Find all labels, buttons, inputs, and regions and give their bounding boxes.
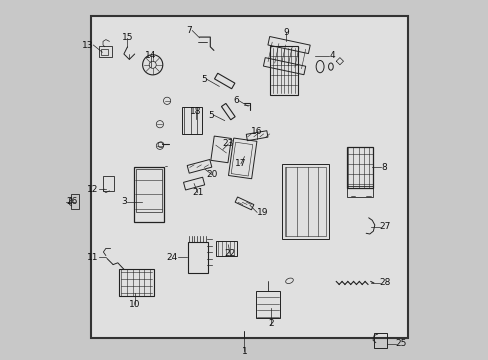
Bar xyxy=(373,333,386,348)
Bar xyxy=(119,269,153,296)
Bar xyxy=(136,169,162,212)
Text: 12: 12 xyxy=(87,184,99,194)
Text: 14: 14 xyxy=(145,51,156,60)
Bar xyxy=(263,58,305,75)
Text: 8: 8 xyxy=(381,163,386,172)
Text: 21: 21 xyxy=(192,188,203,197)
Bar xyxy=(285,167,325,236)
Bar xyxy=(347,186,373,197)
Bar xyxy=(235,197,253,210)
Bar xyxy=(256,291,279,318)
Text: 27: 27 xyxy=(379,222,390,231)
Bar xyxy=(183,177,204,190)
Bar xyxy=(70,194,79,209)
Text: 19: 19 xyxy=(257,208,268,217)
Text: 4: 4 xyxy=(328,51,334,60)
Text: 23: 23 xyxy=(222,139,234,148)
Text: 24: 24 xyxy=(166,253,178,262)
Bar xyxy=(134,166,164,222)
Bar xyxy=(246,131,267,141)
Bar xyxy=(269,46,298,94)
Bar xyxy=(228,138,256,179)
Bar xyxy=(91,16,407,338)
Bar xyxy=(231,142,252,176)
Text: 11: 11 xyxy=(87,253,99,262)
Bar xyxy=(210,136,231,163)
Text: 25: 25 xyxy=(395,339,406,348)
Text: 5: 5 xyxy=(208,111,213,120)
Bar xyxy=(282,164,328,239)
Text: 10: 10 xyxy=(129,300,140,309)
Bar xyxy=(103,176,114,191)
Text: 15: 15 xyxy=(122,33,133,42)
Bar xyxy=(267,36,309,54)
Text: 18: 18 xyxy=(190,107,201,116)
Text: 7: 7 xyxy=(186,26,192,35)
Bar xyxy=(182,107,202,134)
Text: 6: 6 xyxy=(233,96,239,105)
Bar xyxy=(99,46,112,57)
Text: 22: 22 xyxy=(224,249,235,258)
Bar xyxy=(221,103,235,120)
Bar xyxy=(216,241,237,256)
Bar xyxy=(347,147,373,188)
Text: 5: 5 xyxy=(201,75,206,84)
Text: 26: 26 xyxy=(66,197,78,206)
Bar xyxy=(101,49,108,55)
Text: 17: 17 xyxy=(235,159,246,168)
Text: 16: 16 xyxy=(251,127,263,136)
Text: 2: 2 xyxy=(268,320,274,328)
Text: 20: 20 xyxy=(206,170,217,179)
Text: 9: 9 xyxy=(283,28,288,37)
Bar xyxy=(187,159,211,173)
Bar xyxy=(187,242,207,273)
Text: 3: 3 xyxy=(122,197,127,206)
Bar xyxy=(214,73,234,89)
Text: 28: 28 xyxy=(379,278,390,287)
Text: 1: 1 xyxy=(241,346,247,356)
Text: 13: 13 xyxy=(81,40,93,49)
